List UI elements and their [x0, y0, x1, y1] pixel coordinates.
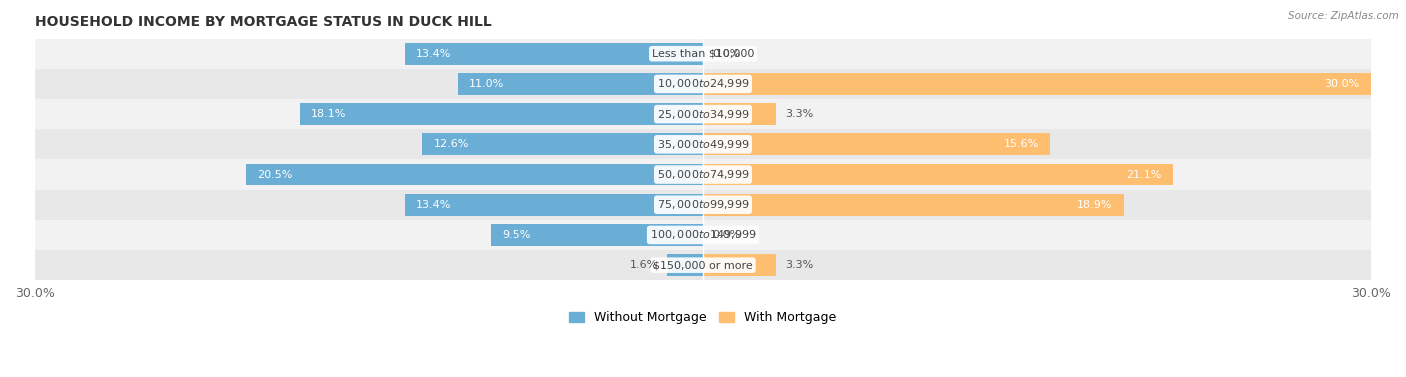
Text: 30.0%: 30.0%	[1324, 79, 1360, 89]
Text: 20.5%: 20.5%	[257, 170, 292, 179]
Text: 11.0%: 11.0%	[470, 79, 505, 89]
Text: 1.6%: 1.6%	[630, 260, 658, 270]
Text: HOUSEHOLD INCOME BY MORTGAGE STATUS IN DUCK HILL: HOUSEHOLD INCOME BY MORTGAGE STATUS IN D…	[35, 15, 492, 29]
Text: $50,000 to $74,999: $50,000 to $74,999	[657, 168, 749, 181]
Bar	[492, 224, 703, 246]
Bar	[703, 164, 1173, 185]
Text: 9.5%: 9.5%	[502, 230, 531, 240]
Bar	[703, 254, 776, 276]
Bar	[405, 43, 703, 64]
Text: $25,000 to $34,999: $25,000 to $34,999	[657, 107, 749, 121]
Text: $10,000 to $24,999: $10,000 to $24,999	[657, 77, 749, 90]
Bar	[422, 133, 703, 155]
Text: 18.9%: 18.9%	[1077, 200, 1112, 210]
Text: 13.4%: 13.4%	[416, 49, 451, 59]
Bar	[405, 194, 703, 216]
Text: 18.1%: 18.1%	[311, 109, 346, 119]
Bar	[35, 69, 1371, 99]
Text: $100,000 to $149,999: $100,000 to $149,999	[650, 228, 756, 241]
Text: 15.6%: 15.6%	[1004, 139, 1039, 149]
Bar	[458, 73, 703, 95]
Text: 0.0%: 0.0%	[711, 230, 740, 240]
Bar	[299, 103, 703, 125]
Bar	[35, 250, 1371, 280]
Bar	[35, 38, 1371, 69]
Bar	[703, 194, 1123, 216]
Text: $75,000 to $99,999: $75,000 to $99,999	[657, 198, 749, 211]
Text: Source: ZipAtlas.com: Source: ZipAtlas.com	[1288, 11, 1399, 21]
Text: Less than $10,000: Less than $10,000	[652, 49, 754, 59]
Bar	[703, 103, 776, 125]
Bar	[35, 159, 1371, 190]
Bar	[703, 73, 1371, 95]
Text: $150,000 or more: $150,000 or more	[654, 260, 752, 270]
Text: 12.6%: 12.6%	[433, 139, 470, 149]
Text: 0.0%: 0.0%	[711, 49, 740, 59]
Text: 13.4%: 13.4%	[416, 200, 451, 210]
Bar	[35, 99, 1371, 129]
Text: 3.3%: 3.3%	[786, 109, 814, 119]
Bar	[668, 254, 703, 276]
Legend: Without Mortgage, With Mortgage: Without Mortgage, With Mortgage	[564, 307, 842, 329]
Bar	[35, 190, 1371, 220]
Bar	[246, 164, 703, 185]
Bar	[35, 129, 1371, 159]
Bar	[703, 133, 1050, 155]
Text: 21.1%: 21.1%	[1126, 170, 1161, 179]
Bar	[35, 220, 1371, 250]
Text: $35,000 to $49,999: $35,000 to $49,999	[657, 138, 749, 151]
Text: 3.3%: 3.3%	[786, 260, 814, 270]
